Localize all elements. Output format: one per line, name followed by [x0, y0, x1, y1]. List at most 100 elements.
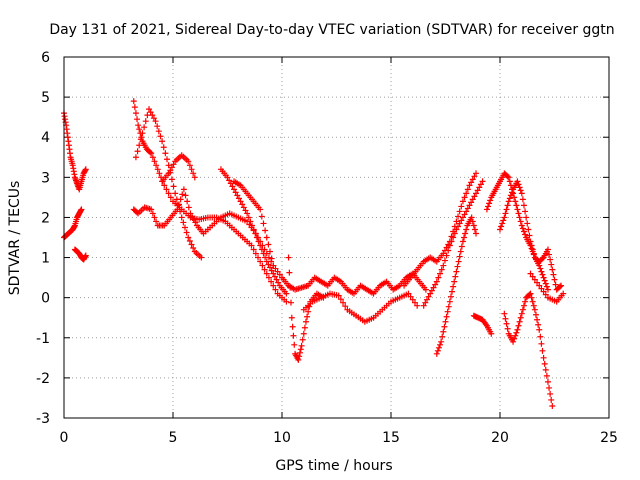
- data-point: [428, 287, 435, 294]
- series-s8: [217, 166, 290, 297]
- data-point: [488, 330, 495, 337]
- data-point: [257, 258, 264, 265]
- data-point: [263, 234, 270, 241]
- data-point: [186, 238, 193, 245]
- data-point: [468, 214, 475, 221]
- data-point: [560, 290, 567, 297]
- data-point: [414, 302, 421, 309]
- data-point: [542, 280, 549, 287]
- data-point: [422, 299, 429, 306]
- data-point: [556, 283, 563, 290]
- data-point: [529, 246, 536, 253]
- data-point: [540, 354, 547, 361]
- data-point: [514, 326, 521, 333]
- data-point: [252, 250, 259, 257]
- data-point: [536, 326, 543, 333]
- data-point: [425, 293, 432, 300]
- data-point: [464, 205, 471, 212]
- data-point: [442, 318, 449, 325]
- series-s16: [470, 312, 495, 337]
- data-point: [267, 264, 274, 271]
- x-tick-label: 25: [600, 430, 618, 446]
- data-point: [159, 138, 166, 145]
- data-point: [175, 202, 182, 209]
- data-point: [466, 202, 473, 209]
- data-point: [471, 226, 478, 233]
- data-point: [546, 251, 553, 258]
- data-point: [337, 296, 344, 303]
- data-point: [531, 306, 538, 313]
- data-point: [550, 271, 557, 278]
- data-point: [435, 274, 442, 281]
- data-point: [149, 154, 156, 161]
- y-tick-label: -3: [36, 411, 50, 427]
- data-point: [549, 266, 556, 273]
- data-point: [335, 292, 342, 299]
- data-point: [449, 288, 456, 295]
- y-tick-label: 3: [41, 170, 50, 186]
- data-point: [520, 302, 527, 309]
- data-point: [483, 206, 490, 213]
- data-point: [435, 344, 442, 351]
- data-point: [534, 316, 541, 323]
- plot-frame: [63, 56, 610, 419]
- data-point: [518, 190, 525, 197]
- y-tick-label: 4: [41, 130, 50, 146]
- y-axis-label: SDTVAR / TECUs: [7, 181, 23, 296]
- data-point: [131, 104, 138, 111]
- data-point: [235, 195, 242, 202]
- data-point: [227, 180, 234, 187]
- data-point: [461, 234, 468, 241]
- data-point: [539, 347, 546, 354]
- data-point: [262, 254, 269, 261]
- data-point: [299, 336, 306, 343]
- data-point: [191, 174, 198, 181]
- data-point: [302, 318, 309, 325]
- series-s1: [61, 110, 89, 193]
- data-point: [528, 242, 535, 249]
- data-point: [440, 328, 447, 335]
- data-point: [502, 210, 509, 217]
- data-point: [255, 254, 262, 261]
- data-point: [457, 248, 464, 255]
- data-point: [267, 248, 274, 255]
- data-point: [458, 203, 465, 210]
- data-point: [443, 244, 450, 251]
- data-point: [342, 303, 349, 310]
- data-point: [192, 219, 199, 226]
- data-point: [443, 313, 450, 320]
- data-point: [511, 335, 518, 342]
- data-point: [247, 218, 254, 225]
- data-point: [552, 281, 559, 288]
- data-point: [182, 192, 189, 199]
- data-point: [271, 273, 278, 280]
- data-point: [450, 234, 457, 241]
- data-point: [258, 213, 265, 220]
- x-tick-labels: 0 5 10 15 20 25: [60, 430, 618, 446]
- data-point: [458, 217, 465, 224]
- data-point: [486, 200, 493, 207]
- series-s10: [279, 270, 429, 297]
- data-point: [469, 218, 476, 225]
- data-point: [153, 162, 160, 169]
- data-point: [441, 257, 448, 264]
- data-point: [180, 219, 187, 226]
- x-tick-label: 10: [273, 430, 291, 446]
- data-point: [257, 206, 264, 213]
- data-point: [411, 299, 418, 306]
- data-point: [455, 213, 462, 220]
- data-point: [272, 265, 279, 272]
- data-point: [473, 230, 480, 237]
- data-point: [508, 189, 515, 196]
- data-point: [285, 254, 292, 261]
- data-point: [522, 231, 529, 238]
- data-point: [452, 273, 459, 280]
- x-tick-label: 0: [60, 430, 69, 446]
- data-point: [523, 214, 530, 221]
- data-point: [240, 204, 247, 211]
- data-point: [514, 206, 521, 213]
- data-point: [479, 178, 486, 185]
- data-point: [163, 186, 170, 193]
- data-point: [283, 298, 290, 305]
- data-point: [459, 198, 466, 205]
